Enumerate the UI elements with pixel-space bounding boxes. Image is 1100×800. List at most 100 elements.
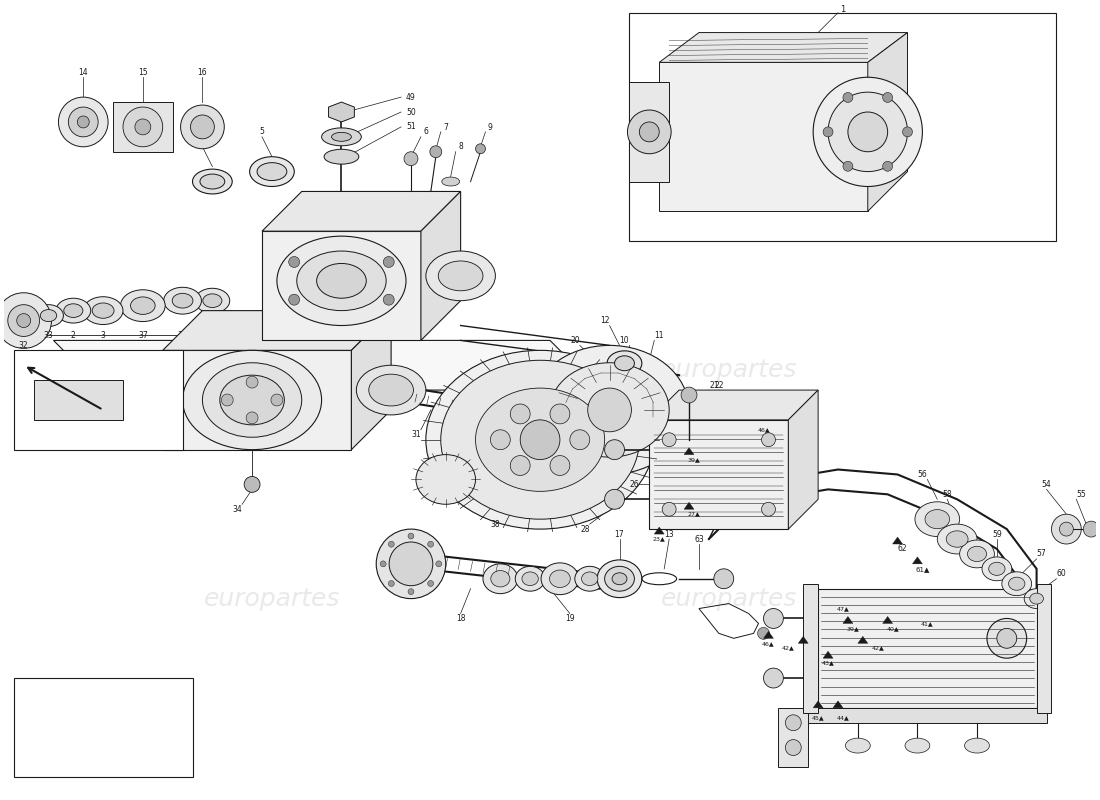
- Text: 4: 4: [195, 138, 200, 146]
- Polygon shape: [833, 701, 843, 708]
- Polygon shape: [351, 310, 392, 450]
- Circle shape: [662, 433, 676, 446]
- Circle shape: [843, 162, 852, 171]
- Ellipse shape: [321, 128, 361, 146]
- Circle shape: [510, 455, 530, 475]
- Polygon shape: [779, 708, 808, 767]
- Ellipse shape: [297, 251, 386, 310]
- Ellipse shape: [982, 557, 1012, 581]
- Ellipse shape: [438, 261, 483, 290]
- Circle shape: [662, 502, 676, 516]
- Ellipse shape: [541, 563, 579, 594]
- Circle shape: [785, 740, 801, 755]
- Ellipse shape: [1030, 593, 1044, 604]
- Circle shape: [244, 477, 260, 492]
- Circle shape: [761, 502, 776, 516]
- Ellipse shape: [426, 251, 495, 301]
- Circle shape: [639, 122, 659, 142]
- Polygon shape: [262, 191, 461, 231]
- Polygon shape: [649, 390, 818, 420]
- Text: 52: 52: [495, 381, 505, 390]
- Circle shape: [0, 293, 52, 348]
- Text: 37: 37: [138, 331, 147, 340]
- Circle shape: [605, 440, 625, 459]
- Circle shape: [987, 618, 1026, 658]
- Circle shape: [408, 589, 414, 594]
- Ellipse shape: [937, 524, 977, 554]
- Ellipse shape: [220, 375, 285, 425]
- Text: 13: 13: [664, 530, 674, 538]
- Circle shape: [428, 542, 433, 547]
- Circle shape: [221, 394, 233, 406]
- Text: 62: 62: [898, 545, 907, 554]
- Ellipse shape: [426, 350, 654, 529]
- Circle shape: [761, 433, 776, 446]
- Text: 14: 14: [78, 68, 88, 77]
- Ellipse shape: [925, 510, 949, 529]
- Text: 19: 19: [565, 614, 574, 623]
- Ellipse shape: [521, 572, 538, 586]
- Polygon shape: [659, 62, 868, 211]
- Ellipse shape: [605, 566, 635, 591]
- Ellipse shape: [615, 356, 635, 370]
- Text: 46▲: 46▲: [757, 427, 770, 432]
- Ellipse shape: [612, 573, 627, 585]
- Ellipse shape: [828, 92, 907, 171]
- Text: 3: 3: [101, 331, 106, 340]
- Circle shape: [436, 561, 442, 567]
- Text: 47▲: 47▲: [837, 606, 849, 611]
- Polygon shape: [54, 341, 600, 390]
- Circle shape: [605, 490, 625, 510]
- Text: 23▲: 23▲: [653, 537, 666, 542]
- Polygon shape: [654, 527, 664, 534]
- Text: 27▲: 27▲: [688, 512, 701, 517]
- Polygon shape: [329, 102, 354, 122]
- Text: 50: 50: [406, 107, 416, 117]
- Ellipse shape: [1009, 577, 1025, 590]
- Ellipse shape: [965, 738, 989, 753]
- Ellipse shape: [848, 112, 888, 152]
- Ellipse shape: [173, 294, 192, 308]
- Polygon shape: [803, 584, 818, 713]
- Polygon shape: [858, 636, 868, 643]
- Text: 12: 12: [600, 316, 609, 325]
- Ellipse shape: [575, 566, 605, 591]
- Circle shape: [882, 162, 892, 171]
- Circle shape: [68, 107, 98, 137]
- Ellipse shape: [582, 572, 598, 586]
- Text: 40▲: 40▲: [887, 626, 899, 631]
- Circle shape: [520, 420, 560, 459]
- Polygon shape: [1036, 584, 1052, 713]
- Polygon shape: [789, 708, 1046, 722]
- Polygon shape: [913, 557, 923, 564]
- Circle shape: [627, 110, 671, 154]
- Text: 5: 5: [260, 127, 264, 136]
- Polygon shape: [813, 701, 823, 708]
- Ellipse shape: [200, 174, 224, 189]
- Ellipse shape: [946, 531, 968, 547]
- Polygon shape: [163, 350, 351, 450]
- Ellipse shape: [34, 305, 64, 326]
- Text: 30: 30: [455, 435, 465, 444]
- Text: 55: 55: [1077, 490, 1086, 499]
- Ellipse shape: [483, 564, 518, 594]
- Ellipse shape: [164, 287, 201, 314]
- Polygon shape: [36, 708, 51, 718]
- Text: 18: 18: [455, 614, 465, 623]
- Text: 38: 38: [491, 520, 501, 529]
- Text: 16: 16: [198, 68, 207, 77]
- Text: 32: 32: [19, 341, 29, 350]
- Polygon shape: [892, 537, 902, 544]
- Text: KIT: KIT: [54, 683, 67, 693]
- Text: 36: 36: [178, 331, 187, 340]
- Text: 46▲: 46▲: [762, 641, 774, 646]
- Ellipse shape: [202, 294, 222, 307]
- Ellipse shape: [530, 346, 689, 474]
- Ellipse shape: [989, 562, 1005, 575]
- Circle shape: [408, 533, 414, 539]
- Circle shape: [823, 127, 833, 137]
- Circle shape: [763, 609, 783, 629]
- Text: europartes: europartes: [661, 358, 796, 382]
- Ellipse shape: [84, 297, 123, 325]
- Circle shape: [902, 127, 913, 137]
